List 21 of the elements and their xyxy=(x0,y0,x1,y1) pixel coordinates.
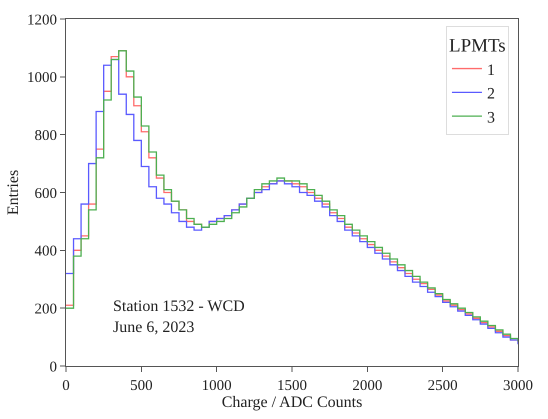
y-tick-label: 1000 xyxy=(27,70,57,86)
y-axis-title: Entries xyxy=(4,170,22,216)
x-tick-label: 2500 xyxy=(428,378,458,394)
x-tick-label: 1000 xyxy=(202,378,232,394)
y-tick-label: 200 xyxy=(34,301,57,318)
x-tick-label: 0 xyxy=(62,378,70,394)
y-tick-label: 800 xyxy=(34,128,57,144)
x-tick-label: 3000 xyxy=(503,378,533,394)
y-tick-label: 1200 xyxy=(27,12,57,28)
legend-label: 3 xyxy=(486,109,495,126)
y-tick-label: 0 xyxy=(50,359,57,376)
y-tick-label: 400 xyxy=(34,244,57,260)
x-tick-label: 500 xyxy=(130,378,153,394)
annotation: Station 1532 - WCD June 6, 2023 xyxy=(113,298,245,336)
x-axis-title: Charge / ADC Counts xyxy=(222,394,362,411)
x-tick-label: 1500 xyxy=(277,378,307,394)
legend-title: LPMTs xyxy=(448,36,506,57)
legend-label: 2 xyxy=(486,86,495,103)
x-tick-label: 2000 xyxy=(352,378,382,394)
legend-label: 1 xyxy=(486,62,495,79)
y-tick-label: 600 xyxy=(34,186,57,202)
